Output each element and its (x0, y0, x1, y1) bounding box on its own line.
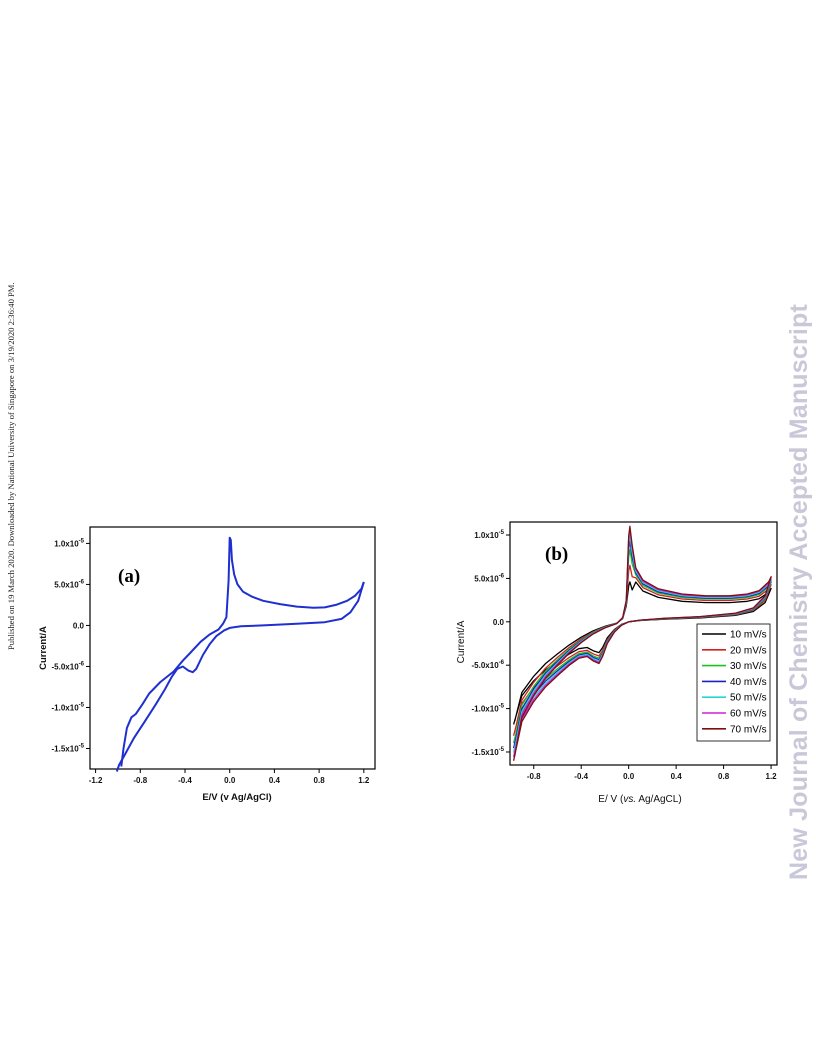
x-tick-label: 1.2 (358, 776, 370, 785)
chart-a-y-ticks: 1.0x10-5 5.0x10-6 0.0 -5.0x10-6 -1.0x10-5 -1.… (52, 538, 90, 753)
x-tick-label: 1.2 (766, 772, 778, 781)
chart-b-y-axis-label: Current/A (456, 620, 467, 663)
legend-label: 10 mV/s (730, 630, 767, 641)
legend-label: 60 mV/s (730, 709, 767, 720)
x-tick-label: 0.8 (718, 772, 730, 781)
chart-a-x-axis-label: E/V (v Ag/AgCl) (202, 792, 271, 803)
y-tick-label: 5.0x10-6 (54, 579, 84, 589)
chart-b-x-axis-label-vs: vs. (623, 794, 636, 805)
x-tick-label: 0.0 (623, 772, 635, 781)
y-tick-label: -1.5x10-5 (52, 743, 85, 753)
x-tick-label: -0.8 (133, 776, 147, 785)
chart-b-legend-box (696, 623, 771, 742)
legend-label: 20 mV/s (730, 645, 767, 656)
x-tick-label: -0.4 (574, 772, 588, 781)
chart-b-y-ticks: 1.0x10-5 5.0x10-6 0.0 -5.0x10-6 -1.0x10-5 -1.… (472, 530, 510, 757)
chart-a: (a) -1.2 -0.8 -0.4 0.0 0.4 0.8 1.2 1.0x10-5 5.0… (38, 526, 376, 803)
chart-b-x-axis-label-start: E/ V ( (598, 794, 624, 805)
chart-b-x-axis-label-end: Ag/AgCL) (636, 794, 682, 805)
cv-series-line (512, 525, 772, 761)
y-tick-label: 0.0 (73, 621, 85, 630)
chart-b-x-ticks: -0.8 -0.4 0.0 0.4 0.8 1.2 (527, 765, 777, 781)
y-tick-label: -1.5x10-5 (472, 747, 505, 757)
chart-a-x-ticks: -1.2 -0.8 -0.4 0.0 0.4 0.8 1.2 (89, 769, 370, 785)
y-tick-label: 5.0x10-6 (474, 573, 504, 583)
x-tick-label: -0.8 (527, 772, 541, 781)
y-tick-label: -5.0x10-6 (52, 661, 85, 671)
chart-b-x-axis-label: E/ V (vs. Ag/AgCL) (598, 794, 681, 805)
x-tick-label: -0.4 (178, 776, 192, 785)
chart-b-legend: 10 mV/s 20 mV/s 30 mV/s 40 mV/s 50 mV/s 60 mV… (696, 623, 771, 742)
chart-a-panel-label: (a) (118, 566, 140, 587)
x-tick-label: -1.2 (89, 776, 103, 785)
x-tick-label: 0.4 (671, 772, 683, 781)
x-tick-label: 0.4 (269, 776, 281, 785)
legend-label: 50 mV/s (730, 693, 767, 704)
cv-reverse-sweep-line (115, 581, 365, 772)
y-tick-label: 0.0 (493, 618, 505, 627)
y-tick-label: 1.0x10-5 (474, 530, 504, 540)
legend-label: 70 mV/s (730, 724, 767, 735)
chart-b-panel-label: (b) (545, 544, 568, 565)
legend-label: 30 mV/s (730, 661, 767, 672)
legend-label: 40 mV/s (730, 677, 767, 688)
y-tick-label: -1.0x10-5 (472, 704, 505, 714)
cv-series-line (512, 581, 772, 725)
x-tick-label: 0.0 (224, 776, 236, 785)
y-tick-label: -5.0x10-6 (472, 660, 505, 670)
x-tick-label: 0.8 (314, 776, 326, 785)
y-tick-label: 1.0x10-5 (54, 538, 84, 548)
chart-b: (b) -0.8 -0.4 0.0 0.4 0.8 1.2 1.0x10-5 5.0x10-… (456, 521, 778, 805)
y-tick-label: -1.0x10-5 (52, 702, 85, 712)
chart-a-series (115, 536, 365, 772)
chart-b-series (512, 525, 772, 761)
chart-a-y-axis-label: Current/A (38, 626, 49, 670)
cv-forward-sweep-line (120, 536, 365, 767)
